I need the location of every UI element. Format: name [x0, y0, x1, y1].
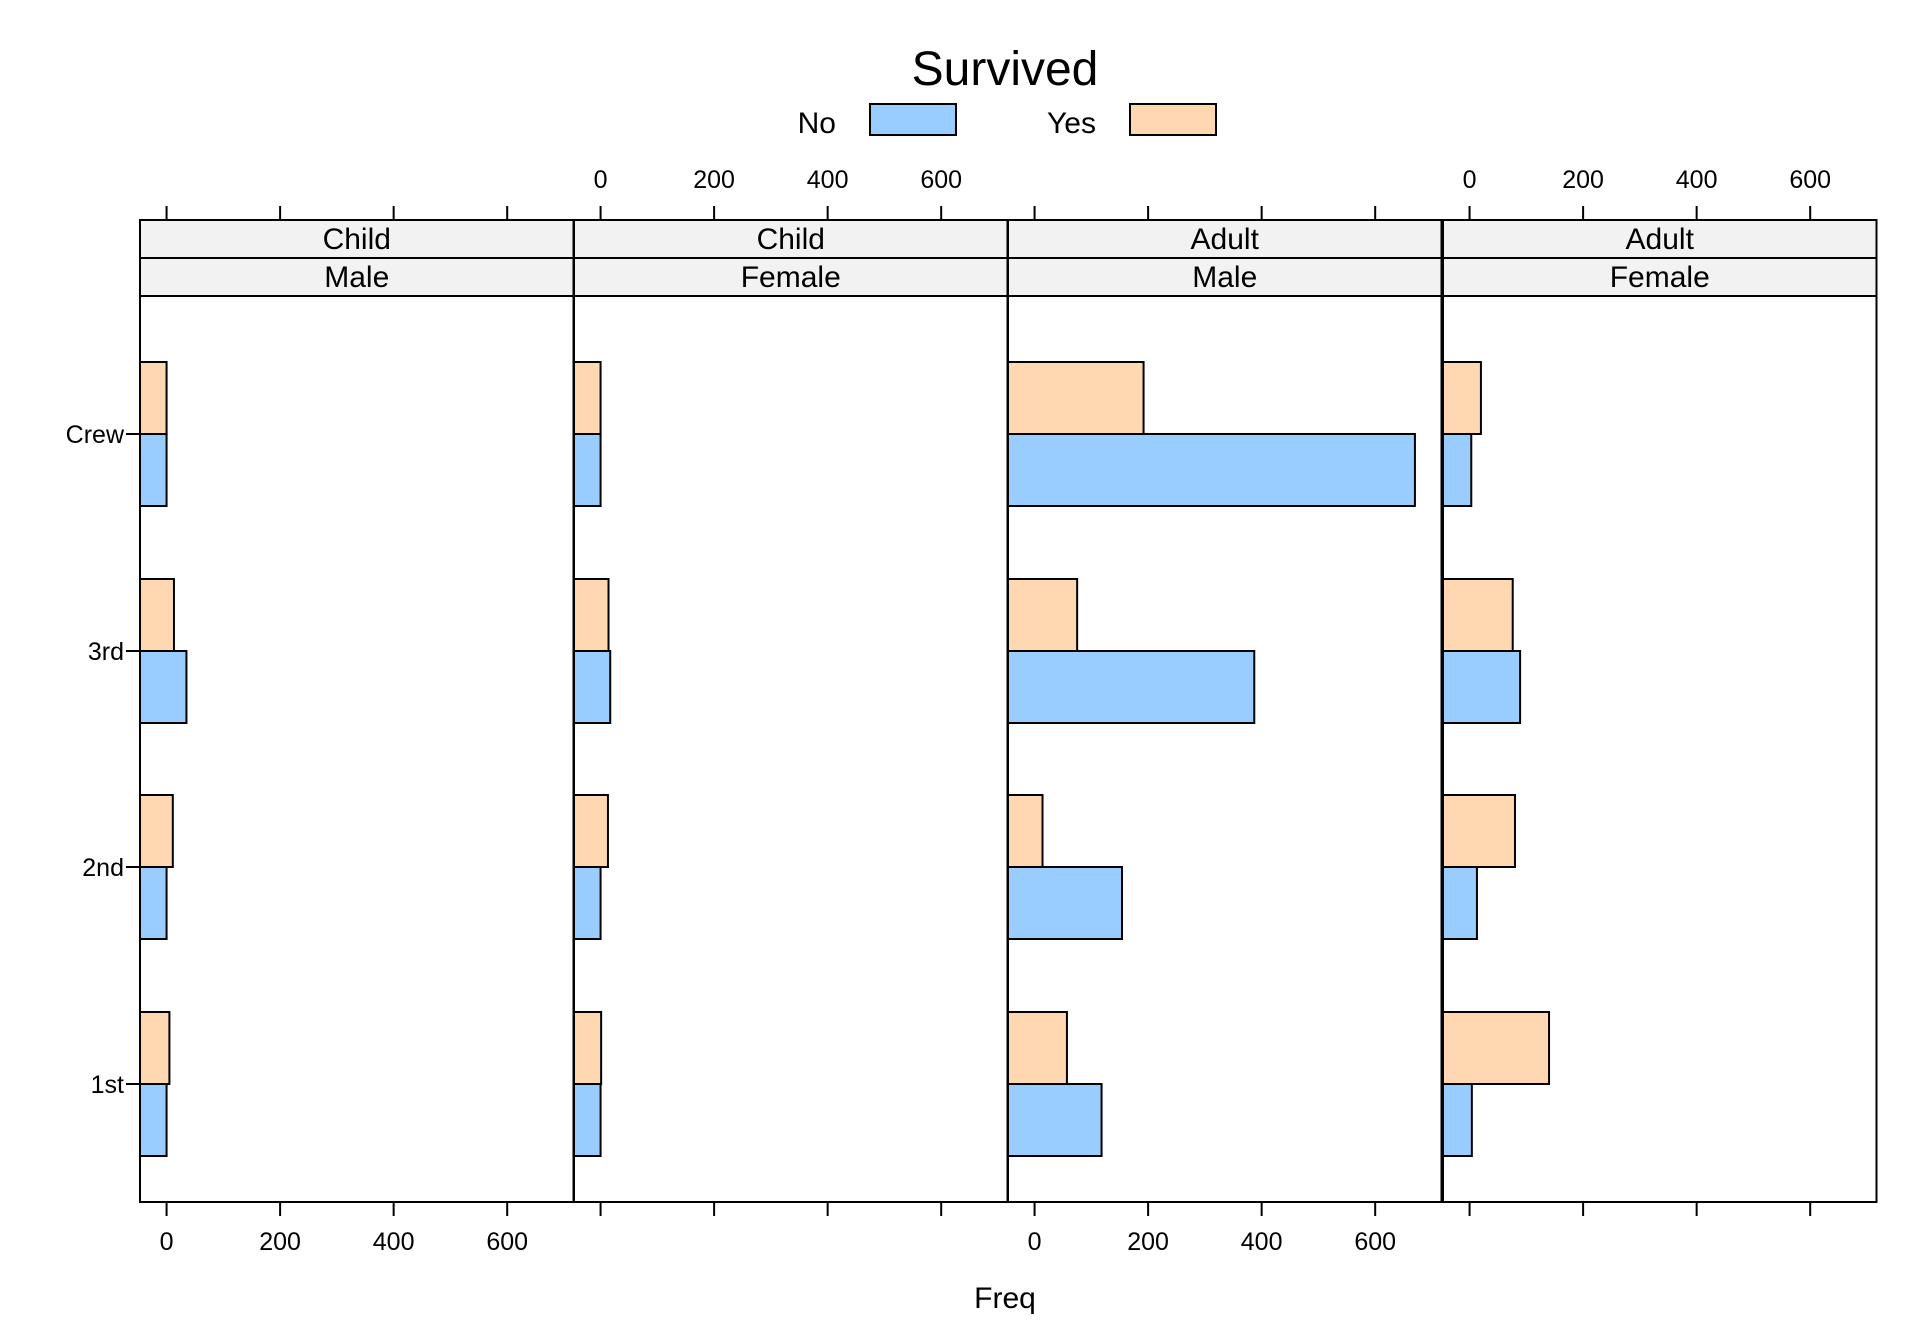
bar-no-crew	[573, 433, 602, 507]
bar-yes-crew	[573, 361, 602, 435]
legend-label-yes: Yes	[1047, 107, 1096, 140]
bar-no-1st	[1007, 1083, 1103, 1157]
x-tick-label: 0	[1028, 1228, 1042, 1256]
bar-yes-3rd	[1442, 578, 1514, 652]
bar-no-1st	[1442, 1083, 1473, 1157]
panel-border	[573, 295, 1009, 1203]
panel-3: Adult Female	[1442, 219, 1878, 1203]
strip-bottom-label: Male	[324, 261, 389, 294]
x-tick-label: 400	[807, 166, 849, 194]
bar-no-1st	[139, 1083, 168, 1157]
bar-yes-1st	[139, 1011, 171, 1085]
strip-top-label: Adult	[1626, 223, 1695, 256]
legend-label-no: No	[798, 107, 836, 140]
panels: Child Male Child Female Adult Male Adult Female	[139, 219, 1878, 1203]
legend: No Yes	[798, 103, 1217, 140]
axes: 0 200 400 600 0 200 400 600 0 200 400 600 0 200 400 600…	[66, 166, 1831, 1256]
bar-yes-3rd	[139, 578, 175, 652]
x-tick-label: 200	[693, 166, 735, 194]
y-tick-label: 2nd	[82, 854, 124, 882]
bar-yes-3rd	[573, 578, 610, 652]
legend-swatch-no	[869, 103, 957, 136]
strip-top-bg	[139, 219, 575, 259]
panel-1: Child Female	[573, 219, 1009, 1203]
x-tick-label: 400	[1241, 1228, 1283, 1256]
x-tick-label: 200	[259, 1228, 301, 1256]
panel-0: Child Male	[139, 219, 575, 1203]
bar-yes-2nd	[139, 794, 174, 868]
bar-yes-crew	[1007, 361, 1145, 435]
strip-bottom-bg	[1007, 257, 1443, 297]
panel-border	[139, 295, 575, 1203]
y-tick-label: Crew	[66, 421, 125, 449]
x-tick-label: 400	[373, 1228, 415, 1256]
bar-yes-1st	[573, 1011, 603, 1085]
x-tick-label: 200	[1127, 1228, 1169, 1256]
strip-bottom-label: Female	[1610, 261, 1710, 294]
bar-no-2nd	[1442, 866, 1478, 940]
x-axis-label: Freq	[974, 1282, 1036, 1315]
x-tick-label: 600	[1789, 166, 1831, 194]
strip-bottom-label: Male	[1192, 261, 1257, 294]
bar-no-crew	[139, 433, 168, 507]
panel-2: Adult Male	[1007, 219, 1443, 1203]
x-tick-label: 0	[1463, 166, 1477, 194]
bar-yes-1st	[1007, 1011, 1068, 1085]
bar-no-2nd	[139, 866, 168, 940]
bar-yes-2nd	[1442, 794, 1516, 868]
legend-swatch-yes	[1129, 103, 1217, 136]
bar-no-2nd	[1007, 866, 1123, 940]
bar-yes-2nd	[1007, 794, 1044, 868]
bar-yes-3rd	[1007, 578, 1079, 652]
panel-border	[1442, 295, 1878, 1203]
bar-no-crew	[1442, 433, 1473, 507]
bar-no-3rd	[1442, 650, 1522, 724]
bar-no-1st	[573, 1083, 602, 1157]
strip-top-label: Adult	[1191, 223, 1260, 256]
bar-yes-1st	[1442, 1011, 1551, 1085]
strip-top-bg	[1442, 219, 1878, 259]
bar-yes-2nd	[573, 794, 609, 868]
x-tick-label: 200	[1562, 166, 1604, 194]
strip-bottom-bg	[1442, 257, 1878, 297]
panel-border	[1007, 295, 1443, 1203]
bar-no-3rd	[1007, 650, 1256, 724]
y-tick-label: 1st	[91, 1071, 124, 1099]
x-tick-label: 0	[594, 166, 608, 194]
bar-no-3rd	[573, 650, 612, 724]
chart-title: Survived	[912, 43, 1099, 96]
strip-top-label: Child	[323, 223, 391, 256]
strip-top-label: Child	[757, 223, 825, 256]
x-tick-label: 600	[1354, 1228, 1396, 1256]
bar-no-crew	[1007, 433, 1416, 507]
bar-yes-crew	[1442, 361, 1482, 435]
bar-no-3rd	[139, 650, 188, 724]
bar-no-2nd	[573, 866, 602, 940]
x-tick-label: 400	[1676, 166, 1718, 194]
x-tick-label: 600	[486, 1228, 528, 1256]
y-tick-label: 3rd	[88, 638, 124, 666]
strip-bottom-label: Female	[741, 261, 841, 294]
x-tick-label: 0	[160, 1228, 174, 1256]
bar-yes-crew	[139, 361, 168, 435]
x-tick-label: 600	[920, 166, 962, 194]
strip-bottom-bg	[139, 257, 575, 297]
